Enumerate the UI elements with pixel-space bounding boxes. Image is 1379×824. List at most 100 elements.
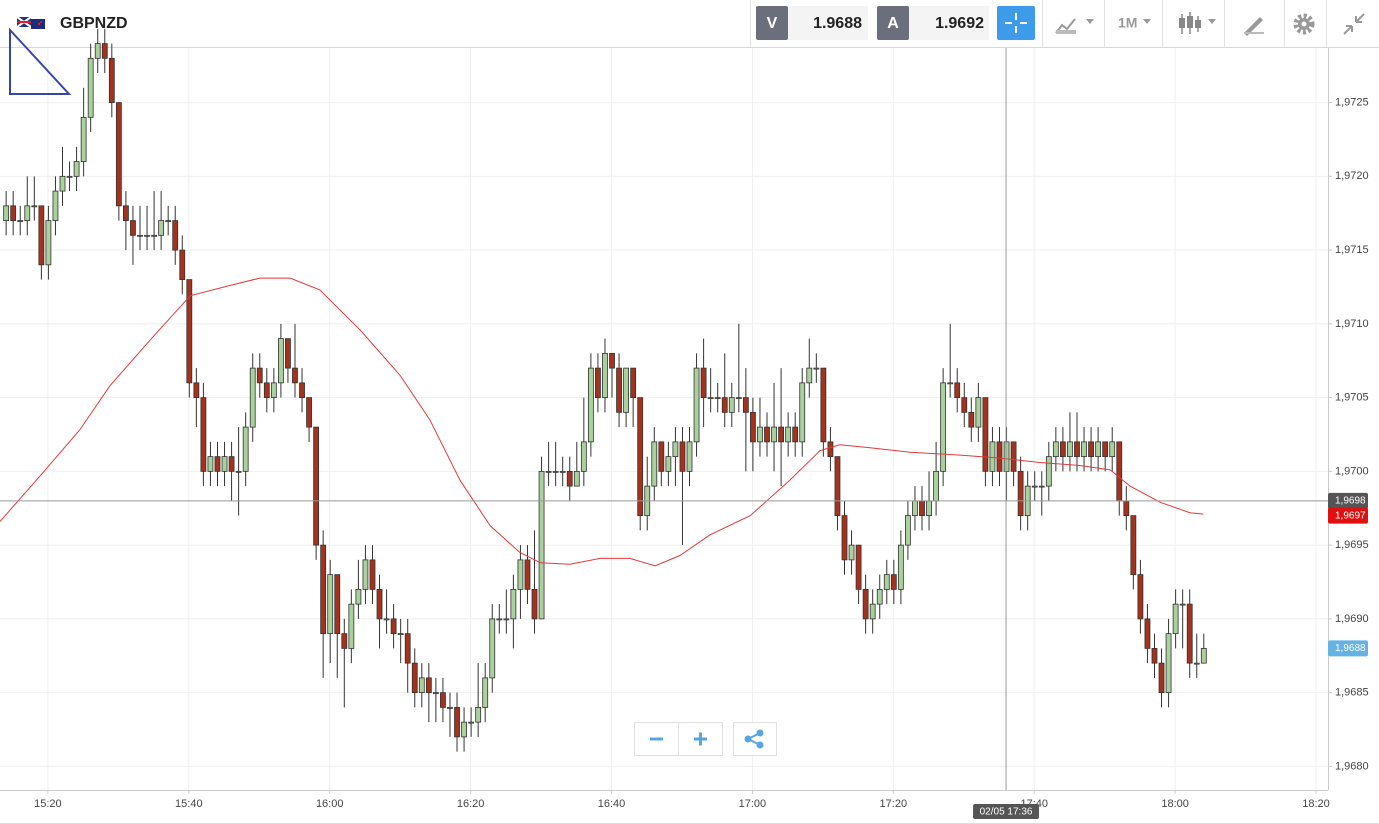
candle-body xyxy=(954,382,961,399)
candle-body xyxy=(693,367,700,443)
candle-body xyxy=(890,574,897,590)
candle-body xyxy=(1158,662,1165,694)
toolbar xyxy=(0,0,1379,47)
candle-body xyxy=(334,574,341,635)
candle-body xyxy=(686,441,693,472)
x-tick-label: 16:00 xyxy=(316,798,344,810)
candle-body xyxy=(292,367,298,384)
crosshair-button[interactable] xyxy=(997,6,1035,40)
candle-body xyxy=(1186,603,1193,664)
moving-average xyxy=(0,277,1204,567)
candle-body xyxy=(214,456,221,472)
candle-body xyxy=(235,470,242,473)
candle-body xyxy=(1074,441,1080,458)
y-tick-label: 1,9690 xyxy=(1335,613,1369,625)
collapse-button[interactable] xyxy=(1343,13,1365,35)
drawing-button[interactable] xyxy=(1244,17,1264,36)
x-tick-label: 18:00 xyxy=(1161,798,1189,810)
candle-body xyxy=(1067,441,1073,458)
candle-body xyxy=(45,220,52,266)
candle-body xyxy=(637,397,644,517)
candle-body xyxy=(1137,574,1144,620)
candle-body xyxy=(66,175,73,178)
candle-body xyxy=(3,205,10,221)
bid-label: V xyxy=(767,15,778,32)
y-tick-label: 1,9685 xyxy=(1335,687,1369,699)
candle-body xyxy=(313,426,320,546)
candle-body xyxy=(277,338,284,384)
candle-body xyxy=(742,397,749,413)
candle-body xyxy=(700,367,707,399)
candle-body xyxy=(362,559,369,590)
candle-body xyxy=(249,367,256,428)
candle-body xyxy=(707,397,714,400)
symbol: GBPNZD xyxy=(60,15,128,32)
candle-body xyxy=(341,633,348,649)
timeframe: 1M xyxy=(1118,15,1137,31)
candle-body xyxy=(665,456,672,472)
candle-body xyxy=(468,721,475,724)
candle-body xyxy=(989,441,996,472)
candle-body xyxy=(123,205,129,221)
candle-body xyxy=(200,397,207,472)
candle-body xyxy=(679,441,686,472)
x-tick-label: 17:20 xyxy=(880,798,908,810)
y-tick-label: 1,9725 xyxy=(1335,96,1369,108)
candle-body xyxy=(630,367,637,399)
candle-body xyxy=(735,397,742,400)
candle-body xyxy=(778,426,784,443)
y-tick-label: 1,9715 xyxy=(1335,244,1369,256)
candle-body xyxy=(38,205,45,266)
flag-icon xyxy=(16,16,45,29)
candle-body xyxy=(834,456,841,517)
candle-body xyxy=(968,411,975,428)
candle-body xyxy=(475,706,482,723)
candle-body xyxy=(31,205,38,208)
candle-body xyxy=(862,588,869,620)
price-marker xyxy=(1328,507,1368,524)
candle-body xyxy=(1123,500,1130,517)
x-tick-label: 15:20 xyxy=(34,798,62,810)
candle-body xyxy=(1109,441,1116,458)
share-button[interactable] xyxy=(733,722,777,756)
timeframe-button[interactable]: 1M xyxy=(1118,15,1151,31)
chart-type-button[interactable] xyxy=(1055,18,1094,34)
candle-body xyxy=(926,500,932,517)
candle-body xyxy=(193,382,200,399)
bid-label-box xyxy=(756,6,788,40)
candle-body xyxy=(1010,441,1017,472)
candle-body xyxy=(454,706,460,738)
candle-body xyxy=(80,116,87,162)
candle-body xyxy=(306,397,312,428)
candle-body xyxy=(369,559,376,590)
candle-body xyxy=(933,470,939,502)
candle-body xyxy=(1045,456,1052,487)
candle-body xyxy=(792,426,799,443)
zoom-in-button[interactable] xyxy=(678,722,723,756)
settings-button[interactable] xyxy=(1293,13,1315,35)
candle-body xyxy=(1038,485,1045,488)
candle-body xyxy=(982,397,989,472)
candle-body xyxy=(947,382,954,385)
candle-body xyxy=(263,382,270,399)
candle-body xyxy=(855,544,862,590)
candle-body xyxy=(10,205,17,221)
crosshair-x-box xyxy=(973,804,1040,819)
candle-body xyxy=(101,43,108,59)
candle-body xyxy=(94,43,101,59)
ask-price: 1.9692 xyxy=(935,15,984,32)
candle-body xyxy=(376,588,383,620)
candle-body xyxy=(1200,647,1207,664)
candle-body xyxy=(545,470,552,473)
candle-body xyxy=(573,470,580,487)
candle-body xyxy=(1052,441,1059,458)
zoom-out-button[interactable] xyxy=(634,722,679,756)
candle-body xyxy=(517,559,524,590)
candle-body xyxy=(1095,441,1102,458)
candle-body xyxy=(848,544,855,561)
candle-body xyxy=(672,441,679,458)
candle-style-button[interactable] xyxy=(1179,12,1216,34)
candle-body xyxy=(327,574,334,635)
candle-body xyxy=(270,382,277,399)
crosshair-x-label: 02/05 17:36 xyxy=(980,807,1033,818)
